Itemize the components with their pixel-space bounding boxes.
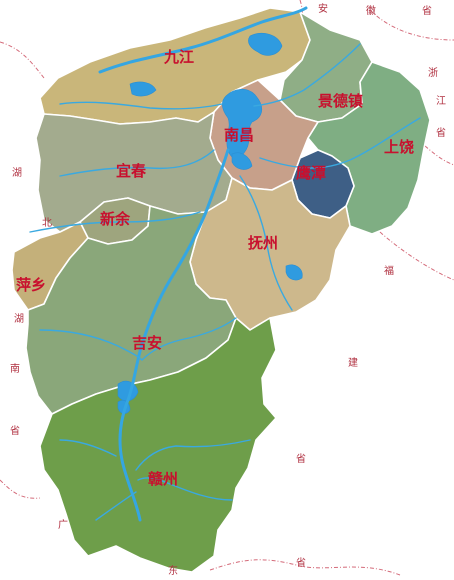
- neighbor-hunan-sheng: 省: [10, 424, 20, 437]
- neighbor-fujian-fu: 福: [384, 264, 394, 277]
- lake-fuzhou: [285, 264, 303, 281]
- xin-river: [259, 117, 421, 169]
- river-ji-east: [141, 317, 237, 361]
- neighbor-zhejiang-jiang: 江: [436, 95, 446, 107]
- label-nanchang[interactable]: 南昌: [224, 126, 254, 144]
- label-yichun[interactable]: 宜春: [116, 162, 146, 180]
- lake-jiujiang: [129, 81, 157, 97]
- lake-nanchang: [231, 152, 253, 170]
- jin-river: [59, 149, 215, 177]
- gan-river: [118, 148, 230, 522]
- river-gan-west: [59, 439, 117, 457]
- river-gan-east2: [137, 477, 233, 501]
- neighbor-hubei-bei: 北: [42, 217, 52, 229]
- neighbor-guangdong-dong: 东: [168, 564, 178, 577]
- neighbor-guangdong-sheng: 省: [296, 556, 306, 569]
- neighbor-fujian-jian: 建: [348, 356, 358, 369]
- rivers: [29, 6, 421, 522]
- label-xinyu[interactable]: 新余: [100, 210, 131, 228]
- lake-north: [248, 33, 283, 56]
- neighbor-anhui-an: 安: [318, 2, 328, 15]
- region-ganzhou[interactable]: [39, 317, 277, 573]
- neighbor-labels: 湖 北 安 徽 省 浙 江 省 湖 南 省 福 建 省 广 东 省: [10, 2, 446, 577]
- city-labels: 九江 景德镇 南昌 上饶 鹰潭 宜春 新余 抚州 萍乡 吉安 赣州: [16, 48, 414, 488]
- neighbor-hunan-nan: 南: [10, 362, 20, 375]
- xiu-river: [59, 101, 223, 110]
- label-jiujiang[interactable]: 九江: [163, 48, 194, 66]
- river-gan-east: [135, 439, 251, 471]
- label-shangrao[interactable]: 上饶: [384, 138, 414, 156]
- regions: [11, 7, 431, 573]
- neighbor-guangdong-guang: 广: [58, 519, 68, 531]
- yangtze-river: [98, 6, 308, 74]
- label-yingtan[interactable]: 鹰潭: [296, 164, 326, 182]
- rao-river: [253, 43, 361, 107]
- label-ganzhou[interactable]: 赣州: [148, 470, 178, 488]
- neighbor-zhejiang-zhe: 浙: [428, 67, 438, 79]
- label-fuzhou[interactable]: 抚州: [248, 234, 278, 252]
- river-ji-west: [39, 329, 143, 361]
- neighbor-hunan-hu: 湖: [14, 313, 24, 325]
- river-gan-south: [95, 491, 137, 521]
- neighbor-anhui-sheng: 省: [422, 4, 432, 17]
- label-jingdezhen[interactable]: 景德镇: [318, 92, 363, 110]
- neighbor-zhejiang-sheng: 省: [436, 126, 446, 139]
- label-pingxiang[interactable]: 萍乡: [16, 276, 46, 294]
- neighbor-fujian-sheng: 省: [296, 452, 306, 465]
- fu-river: [239, 175, 293, 311]
- neighbor-hubei-hu: 湖: [12, 167, 22, 179]
- label-jian[interactable]: 吉安: [132, 334, 162, 352]
- neighbor-anhui-hui: 徽: [366, 4, 376, 17]
- poyang-lake: [222, 88, 263, 159]
- yuan-river: [29, 211, 201, 233]
